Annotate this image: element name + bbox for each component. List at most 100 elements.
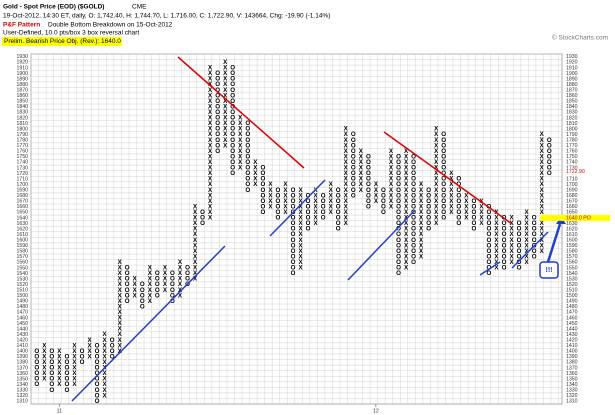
o-box: O [366,176,371,183]
x-box: X [525,209,530,216]
x-box: X [404,265,409,272]
x-box: X [223,131,228,138]
y-tick-label-right: 1530 [566,276,578,282]
o-box: O [456,192,461,199]
x-box: X [238,137,243,144]
support-line [71,245,226,402]
y-tick-label: 1580 [16,249,28,255]
o-box: O [306,203,311,210]
x-box: X [404,248,409,255]
x-box: X [464,198,469,205]
o-box: O [125,265,130,272]
column: OOO [200,209,205,227]
y-tick-label-right: 1840 [566,104,578,110]
x-box: X [42,370,47,377]
x-box: X [359,153,364,160]
x-box: X [118,309,123,316]
x-box: X [118,337,123,344]
x-box: X [419,215,424,222]
o-box: O [34,376,39,383]
o-box: O [64,381,69,388]
x-box: X [344,220,349,227]
y-tick-label: 1760 [16,149,28,155]
resistance-line [177,56,305,169]
x-box: X [208,92,213,99]
o-box: O [396,242,401,249]
x-box: X [540,248,545,255]
y-tick-label: 1510 [16,287,28,293]
x-box: X [525,215,530,222]
x-box: X [419,242,424,249]
y-tick-label-right: 1860 [566,93,578,99]
x-box: X [253,176,258,183]
o-box: O [110,353,115,360]
x-box: X [540,237,545,244]
y-tick-label-right: 1730 [566,165,578,171]
o-box: O [487,220,492,227]
x-box: X [223,109,228,116]
o-box: O [230,109,235,116]
grid [30,53,563,405]
x-box: X [540,159,545,166]
o-box: O [215,109,220,116]
y-tick-label-right: 1390 [566,354,578,360]
y-tick-label: 1640 [16,215,28,221]
x-box: X [118,259,123,266]
x-box: X [464,209,469,216]
o-box: O [441,148,446,155]
o-box: O [547,153,552,160]
o-box: O [34,359,39,366]
o-box: O [411,231,416,238]
o-box: O [411,259,416,266]
x-box: X [404,231,409,238]
o-box: O [80,348,85,355]
x-box: X [238,159,243,166]
o-box: O [441,176,446,183]
o-box: O [245,137,250,144]
x-box: X [72,348,77,355]
x-box: X [103,348,108,355]
y-tick-label: 1860 [16,93,28,99]
o-box: O [487,231,492,238]
o-box: O [547,137,552,144]
o-box: O [441,170,446,177]
x-box: X [208,70,213,77]
y-tick-label-right: 1710 [566,176,578,182]
x-box: X [434,153,439,160]
o-box: O [276,198,281,205]
y-tick-label-right: 1750 [566,154,578,160]
o-box: O [245,142,250,149]
x-box: X [344,131,349,138]
o-box: O [155,270,160,277]
x-box: X [72,342,77,349]
o-box: O [381,209,386,216]
x-box: X [434,215,439,222]
x-box: X [208,98,213,105]
y-tick-label: 1460 [16,315,28,321]
o-box: O [49,381,54,388]
x-box: X [509,215,514,222]
o-box: O [260,165,265,172]
x-box: X [344,176,349,183]
y-tick-label-right: 1340 [566,382,578,388]
x-box: X [268,203,273,210]
x-box: X [298,259,303,266]
o-box: O [396,237,401,244]
o-box: O [245,131,250,138]
y-tick-label: 1360 [16,371,28,377]
y-tick-label-right: 1760 [566,149,578,155]
x-box: X [314,192,319,199]
x-box: X [208,192,213,199]
o-box: O [517,248,522,255]
o-box: O [366,187,371,194]
x-box: X [434,203,439,210]
x-box: X [404,198,409,205]
o-box: O [276,203,281,210]
